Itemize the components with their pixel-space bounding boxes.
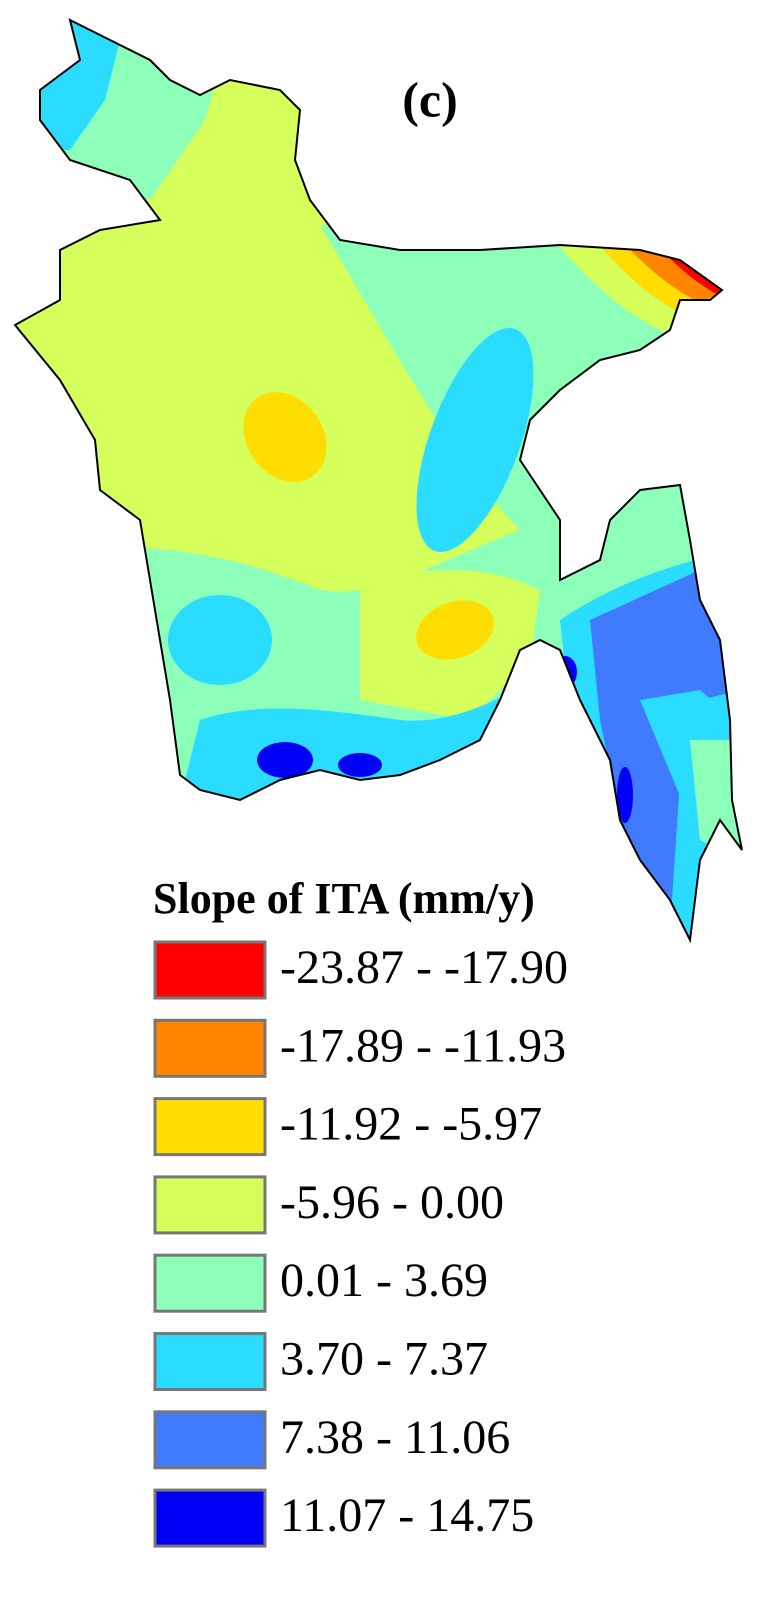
- legend-swatch: [153, 940, 267, 1000]
- map-zone: [338, 753, 382, 777]
- map-zones: [15, 20, 742, 940]
- legend: -23.87 - -17.90 -17.89 - -11.93 -11.92 - -…: [153, 940, 568, 1548]
- legend-swatch: [153, 1097, 267, 1157]
- map-zone: [257, 742, 313, 778]
- legend-swatch: [153, 1488, 267, 1548]
- map-zone: [416, 328, 534, 552]
- legend-label: 7.38 - 11.06: [280, 1411, 510, 1464]
- legend-label: 0.01 - 3.69: [280, 1254, 488, 1307]
- legend-label: -11.92 - -5.97: [280, 1098, 542, 1151]
- legend-label: -23.87 - -17.90: [280, 941, 568, 994]
- legend-title: Slope of ITA (mm/y): [153, 874, 535, 923]
- legend-label: 3.70 - 7.37: [280, 1333, 488, 1386]
- map-zone: [617, 767, 633, 823]
- legend-swatch: [153, 1332, 267, 1391]
- legend-swatch: [153, 1175, 267, 1235]
- map-zone: [168, 595, 272, 685]
- map-zone: [243, 392, 327, 482]
- legend-label: -5.96 - 0.00: [280, 1176, 504, 1229]
- map-zone: [416, 600, 494, 660]
- legend-swatch: [153, 1018, 267, 1078]
- legend-label: 11.07 - 14.75: [280, 1489, 534, 1542]
- legend-swatch: [153, 1253, 267, 1313]
- panel-label: (c): [402, 71, 458, 127]
- legend-swatch: [153, 1410, 267, 1470]
- legend-label: -17.89 - -11.93: [280, 1019, 566, 1072]
